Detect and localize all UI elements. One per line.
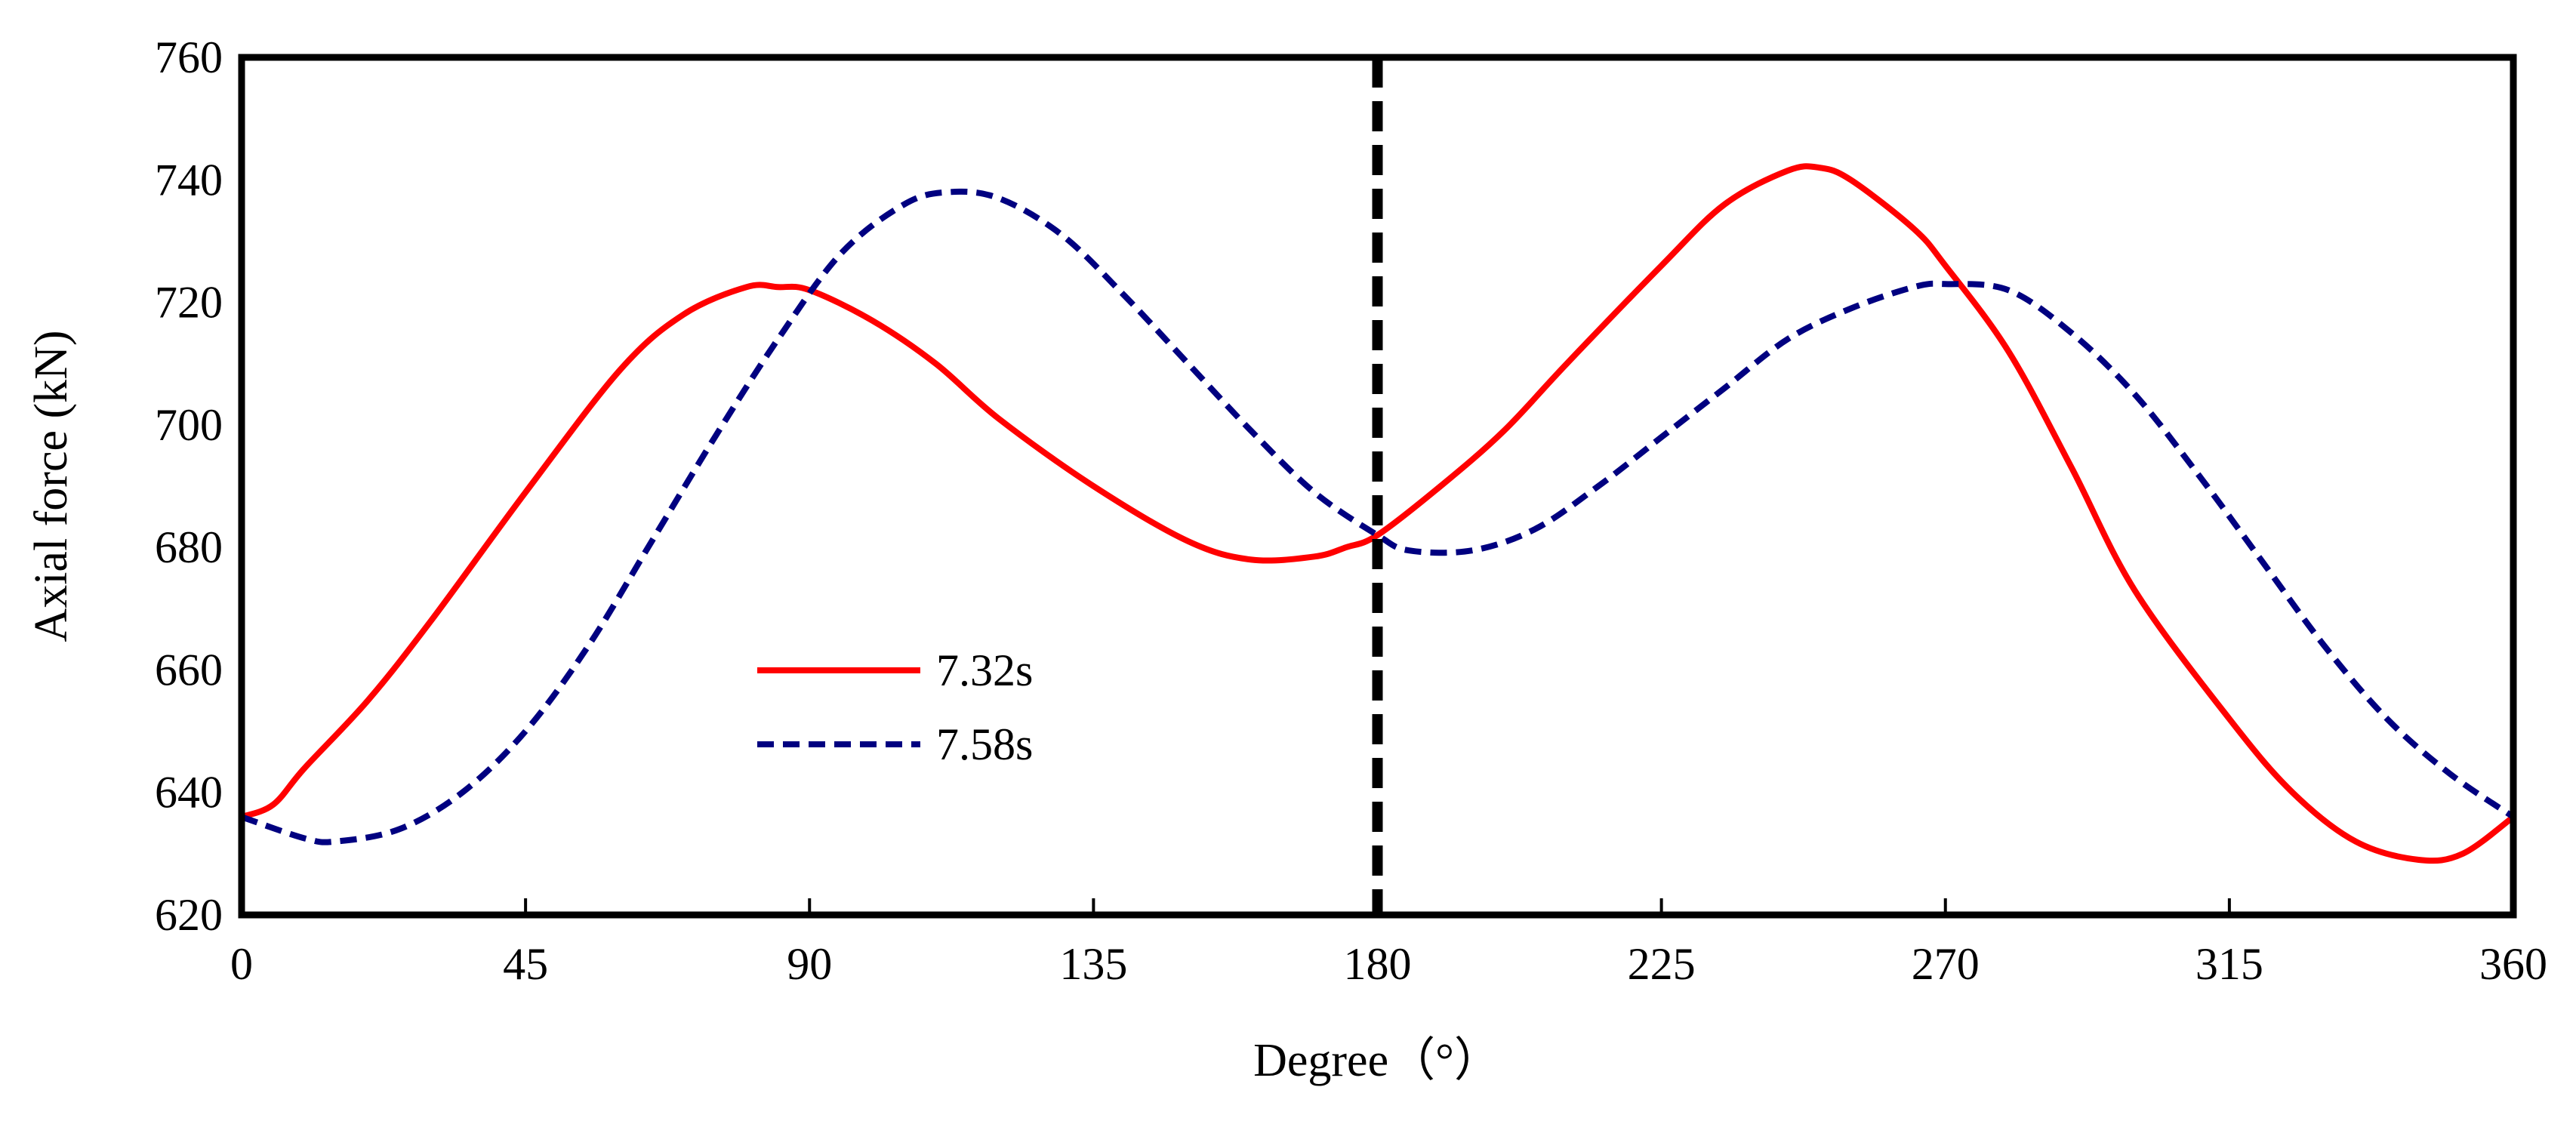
x-tick-label: 270 bbox=[1912, 939, 1980, 989]
legend-label-7.58s: 7.58s bbox=[936, 719, 1033, 769]
y-tick-label: 740 bbox=[155, 155, 223, 205]
x-tick-label: 225 bbox=[1628, 939, 1696, 989]
x-tick-label: 180 bbox=[1344, 939, 1412, 989]
x-tick-label: 135 bbox=[1059, 939, 1127, 989]
legend: 7.32s 7.58s bbox=[757, 645, 1033, 769]
legend-label-7.32s: 7.32s bbox=[936, 645, 1033, 695]
y-tick-label: 620 bbox=[155, 890, 223, 940]
y-tick-label: 680 bbox=[155, 522, 223, 572]
y-tick-label: 640 bbox=[155, 768, 223, 818]
series-line-7.32s bbox=[240, 163, 2516, 864]
x-tick-label: 90 bbox=[787, 939, 832, 989]
y-tick-label: 700 bbox=[155, 400, 223, 450]
ticks-layer: 0 45 90 135 180 225 270 315 360 620 640 660 680 700 72… bbox=[155, 32, 2547, 989]
x-tick-label: 315 bbox=[2195, 939, 2263, 989]
y-tick-label: 660 bbox=[155, 645, 223, 694]
y-tick-label: 760 bbox=[155, 32, 223, 82]
x-tick-label: 360 bbox=[2479, 939, 2547, 989]
y-axis-label: Axial force (kN) bbox=[26, 330, 77, 642]
series-layer bbox=[240, 163, 2516, 864]
series-line-7.58s bbox=[240, 188, 2516, 845]
x-tick-label: 0 bbox=[230, 939, 253, 989]
y-tick-label: 720 bbox=[155, 278, 223, 328]
x-axis-label: Degree（°） bbox=[1253, 1035, 1501, 1086]
x-tick-label: 45 bbox=[503, 939, 548, 989]
